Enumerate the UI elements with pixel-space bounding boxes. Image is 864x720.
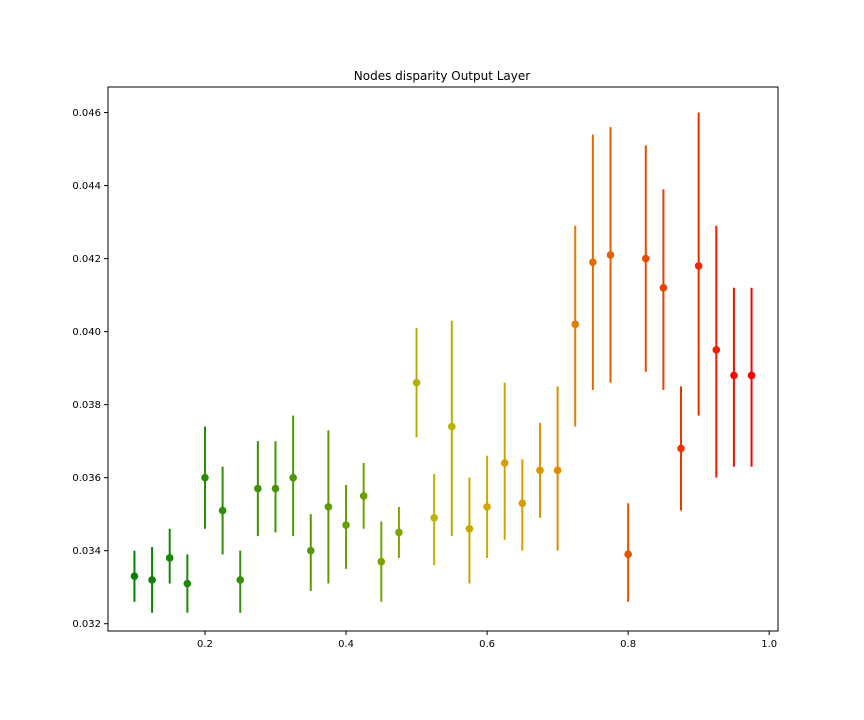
data-point [518,499,527,508]
y-tick-label: 0.044 [72,181,101,192]
data-point [254,484,262,493]
data-point [148,576,156,584]
data-point [306,546,315,555]
data-point [448,422,456,431]
y-tick-label: 0.046 [72,108,101,119]
x-tick-label: 0.6 [479,639,495,650]
chart-title: Nodes disparity Output Layer [354,69,530,83]
y-axis: 0.032 0.034 0.036 0.038 0.040 0.042 0.044 0.046 [72,108,108,630]
y-tick-label: 0.034 [72,546,101,557]
x-tick-label: 1.0 [761,639,777,650]
x-axis: 0.2 0.4 0.6 0.8 1.0 [197,631,777,650]
data-point [412,378,421,387]
x-tick-label: 0.4 [338,639,354,650]
data-point [359,492,368,500]
data-point [677,444,685,453]
x-tick-label: 0.2 [197,639,213,650]
y-tick-label: 0.040 [72,327,101,338]
data-point [271,484,280,493]
data-point [342,521,350,529]
data-point [659,284,668,292]
data-point [624,550,632,559]
data-point [395,528,403,537]
data-point [553,466,562,475]
plot-frame [107,86,779,632]
data-point [236,576,245,584]
data-point [694,262,703,270]
data-point [430,514,438,522]
x-tick-label: 0.8 [620,639,636,650]
data-point [536,466,544,475]
data-point [606,251,615,259]
data-point [130,572,139,581]
data-points [130,251,756,588]
data-point [218,506,227,515]
data-point [165,554,174,562]
data-point [712,346,721,354]
data-point [641,254,650,263]
data-point [289,473,297,482]
data-point [483,503,491,511]
data-point [571,320,580,329]
data-point [730,371,738,380]
data-point [747,371,756,380]
y-tick-label: 0.032 [72,619,101,630]
data-point [183,579,192,588]
data-point [589,258,597,267]
data-point [465,524,474,533]
data-point [500,459,509,467]
data-point [324,503,333,511]
y-tick-label: 0.038 [72,400,101,411]
y-tick-label: 0.042 [72,254,101,265]
data-point [201,473,209,482]
y-tick-label: 0.036 [72,473,101,484]
data-point [377,557,386,566]
